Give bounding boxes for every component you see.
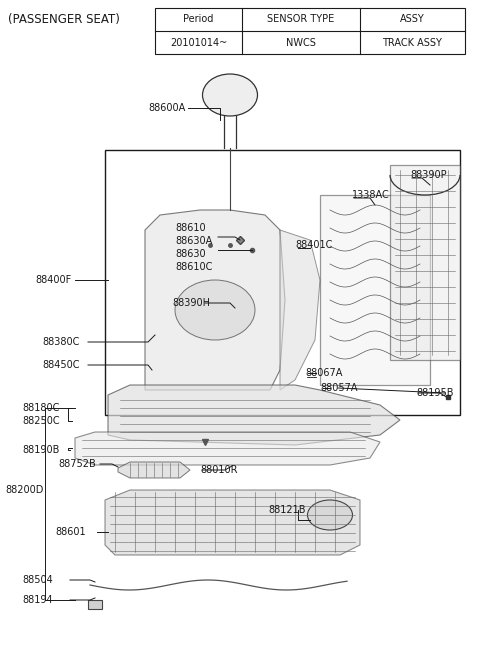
Text: (PASSENGER SEAT): (PASSENGER SEAT) xyxy=(8,14,120,27)
Text: ASSY: ASSY xyxy=(400,14,425,24)
Text: SENSOR TYPE: SENSOR TYPE xyxy=(267,14,335,24)
Ellipse shape xyxy=(308,500,352,530)
Bar xyxy=(155,8,465,54)
Text: 20101014~: 20101014~ xyxy=(170,37,227,48)
Text: 88610: 88610 xyxy=(175,223,205,233)
Text: 88752B: 88752B xyxy=(58,459,96,469)
Text: 88195B: 88195B xyxy=(416,388,454,398)
Text: 88601: 88601 xyxy=(55,527,85,537)
Bar xyxy=(105,150,460,415)
Text: 88600A: 88600A xyxy=(148,103,185,113)
Text: 88057A: 88057A xyxy=(320,383,358,393)
Text: 88450C: 88450C xyxy=(42,360,80,370)
Polygon shape xyxy=(280,230,320,390)
Ellipse shape xyxy=(203,74,257,116)
Text: 88400F: 88400F xyxy=(35,275,71,285)
Text: 88630A: 88630A xyxy=(175,236,212,246)
Text: 88380C: 88380C xyxy=(42,337,79,347)
Text: 88190B: 88190B xyxy=(22,445,60,455)
Text: 88630: 88630 xyxy=(175,249,205,259)
Text: 88250C: 88250C xyxy=(22,416,60,426)
Text: 88067A: 88067A xyxy=(305,368,342,378)
Bar xyxy=(320,195,430,385)
Text: 88200D: 88200D xyxy=(5,485,43,495)
Text: 88180C: 88180C xyxy=(22,403,60,413)
Text: 88390P: 88390P xyxy=(410,170,446,180)
Polygon shape xyxy=(108,385,400,445)
Polygon shape xyxy=(118,462,190,478)
Text: NWCS: NWCS xyxy=(286,37,316,48)
Bar xyxy=(88,600,102,609)
Polygon shape xyxy=(145,210,285,390)
Text: 88504: 88504 xyxy=(22,575,53,585)
Bar xyxy=(390,165,460,360)
Text: 88401C: 88401C xyxy=(295,240,332,250)
Text: Period: Period xyxy=(183,14,214,24)
Text: 88194: 88194 xyxy=(22,595,53,605)
Text: 88390H: 88390H xyxy=(172,298,210,308)
Polygon shape xyxy=(75,432,380,465)
Polygon shape xyxy=(105,490,360,555)
Text: 1338AC: 1338AC xyxy=(352,190,390,200)
Text: 88010R: 88010R xyxy=(200,465,238,475)
Ellipse shape xyxy=(175,280,255,340)
Text: 88610C: 88610C xyxy=(175,262,212,272)
Text: TRACK ASSY: TRACK ASSY xyxy=(383,37,442,48)
Text: 88121B: 88121B xyxy=(268,505,305,515)
